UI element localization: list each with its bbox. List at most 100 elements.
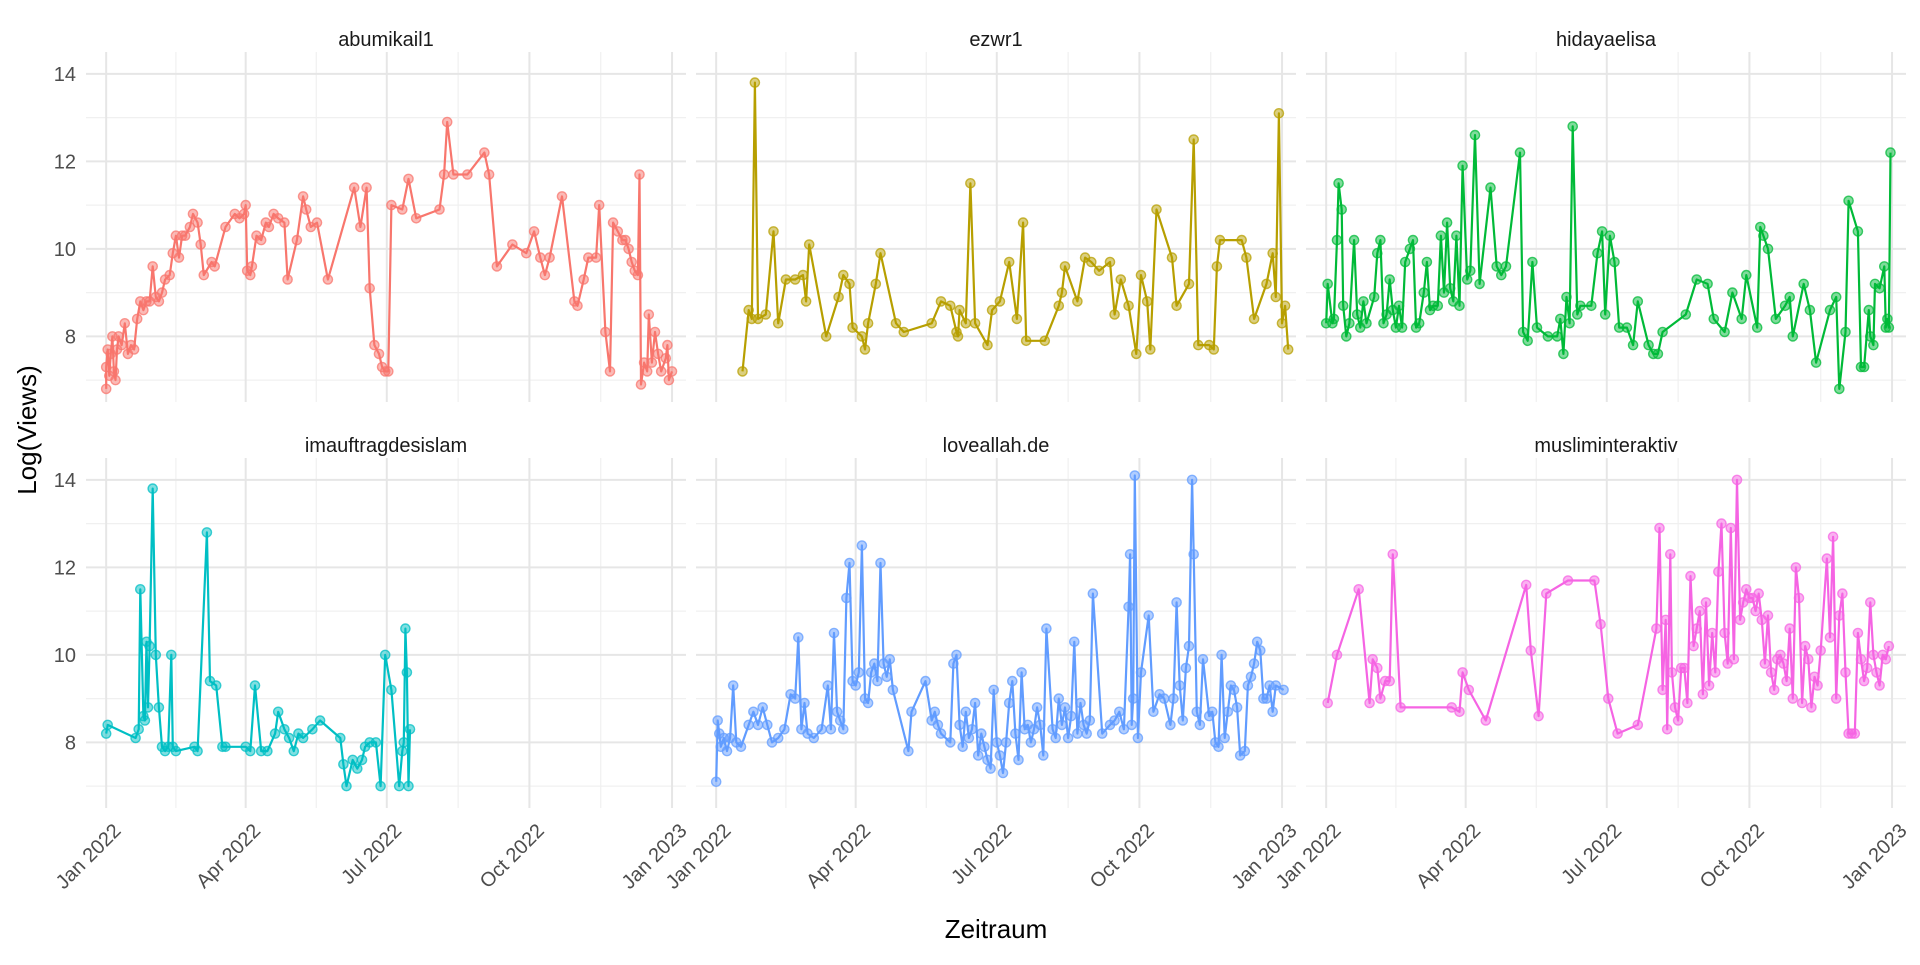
data-point bbox=[634, 169, 645, 180]
data-point bbox=[240, 199, 251, 211]
data-point bbox=[1654, 522, 1665, 534]
data-point bbox=[1697, 689, 1709, 700]
data-point bbox=[1056, 719, 1068, 731]
data-point bbox=[666, 366, 678, 377]
x-tick-label: Oct 2022 bbox=[1086, 820, 1159, 893]
data-point bbox=[1039, 335, 1051, 347]
data-point bbox=[1609, 256, 1620, 268]
data-point bbox=[1337, 300, 1349, 312]
data-point bbox=[1759, 658, 1771, 669]
data-point bbox=[1840, 667, 1851, 678]
data-point bbox=[1592, 247, 1603, 259]
data-point bbox=[862, 317, 874, 329]
data-point bbox=[1278, 684, 1289, 696]
data-point bbox=[762, 719, 773, 731]
data-point bbox=[1013, 754, 1024, 766]
data-point bbox=[903, 745, 914, 757]
data-point bbox=[1753, 588, 1764, 599]
data-point bbox=[825, 724, 837, 735]
data-point bbox=[772, 732, 784, 744]
data-point bbox=[590, 252, 602, 263]
data-point bbox=[831, 706, 843, 718]
data-point bbox=[1527, 256, 1538, 268]
data-point bbox=[1174, 680, 1185, 691]
data-point bbox=[1561, 291, 1572, 303]
data-point bbox=[844, 557, 855, 569]
data-point bbox=[1603, 693, 1614, 704]
data-point bbox=[1454, 300, 1465, 312]
facet-title: musliminteraktiv bbox=[1534, 435, 1677, 457]
data-point bbox=[1322, 278, 1333, 290]
data-point bbox=[1328, 313, 1340, 325]
data-point bbox=[1248, 313, 1260, 325]
data-point bbox=[1168, 693, 1179, 704]
data-point bbox=[1572, 309, 1583, 320]
data-point bbox=[187, 208, 199, 220]
data-point bbox=[1758, 230, 1769, 241]
data-point bbox=[1770, 313, 1782, 325]
data-point bbox=[282, 274, 293, 285]
data-point bbox=[646, 357, 658, 368]
data-point bbox=[749, 77, 761, 88]
data-point bbox=[1703, 680, 1715, 691]
data-point bbox=[945, 737, 956, 748]
data-point bbox=[869, 658, 880, 669]
data-point bbox=[929, 706, 941, 718]
y-tick-label: 10 bbox=[54, 645, 76, 667]
facet-title: hidayaelisa bbox=[1556, 29, 1657, 51]
data-point bbox=[201, 527, 213, 538]
data-point bbox=[375, 780, 386, 792]
data-point bbox=[351, 763, 363, 774]
data-point bbox=[1364, 697, 1375, 709]
series-line bbox=[1326, 478, 1890, 735]
data-point bbox=[797, 269, 809, 281]
data-point bbox=[539, 269, 551, 281]
data-point bbox=[386, 684, 397, 696]
data-point bbox=[906, 706, 917, 718]
data-point bbox=[1790, 562, 1802, 573]
data-point bbox=[1081, 728, 1092, 739]
data-point bbox=[355, 221, 366, 233]
data-point bbox=[1166, 252, 1178, 263]
data-point bbox=[153, 296, 165, 307]
data-point bbox=[1784, 623, 1795, 634]
data-point bbox=[1432, 300, 1444, 312]
data-point bbox=[314, 715, 326, 726]
data-point bbox=[370, 737, 382, 748]
data-point bbox=[969, 697, 981, 709]
data-point bbox=[1003, 256, 1015, 268]
data-point bbox=[841, 592, 852, 604]
data-point bbox=[1183, 278, 1195, 290]
data-point bbox=[789, 274, 801, 285]
data-point bbox=[1011, 313, 1023, 325]
data-point bbox=[1741, 584, 1752, 595]
data-point bbox=[1123, 601, 1134, 613]
data-point bbox=[1781, 675, 1792, 687]
data-point bbox=[1251, 636, 1263, 648]
data-point bbox=[244, 269, 256, 281]
data-point bbox=[1727, 287, 1738, 298]
data-point bbox=[1661, 724, 1673, 735]
data-point bbox=[859, 344, 871, 355]
data-point bbox=[1016, 667, 1027, 678]
data-point bbox=[1798, 278, 1809, 290]
data-point bbox=[297, 732, 309, 744]
data-point bbox=[100, 383, 112, 395]
data-point bbox=[147, 483, 158, 494]
data-point bbox=[623, 243, 634, 255]
data-point bbox=[1702, 278, 1713, 290]
data-point bbox=[1810, 357, 1822, 368]
data-point bbox=[434, 204, 445, 215]
data-point bbox=[173, 252, 185, 263]
data-point bbox=[649, 326, 661, 338]
data-point bbox=[972, 750, 984, 761]
facet-panel-3: imauftragdesislam 8 10 12 14 Jan 2022 Apr 2022… bbox=[52, 435, 692, 894]
data-point bbox=[1361, 317, 1372, 329]
data-point bbox=[1331, 649, 1343, 661]
data-point bbox=[1367, 654, 1378, 665]
data-point bbox=[1372, 662, 1383, 674]
data-point bbox=[862, 697, 874, 709]
y-tick-label: 10 bbox=[54, 239, 76, 261]
data-point bbox=[1865, 331, 1876, 342]
data-point bbox=[635, 379, 647, 390]
